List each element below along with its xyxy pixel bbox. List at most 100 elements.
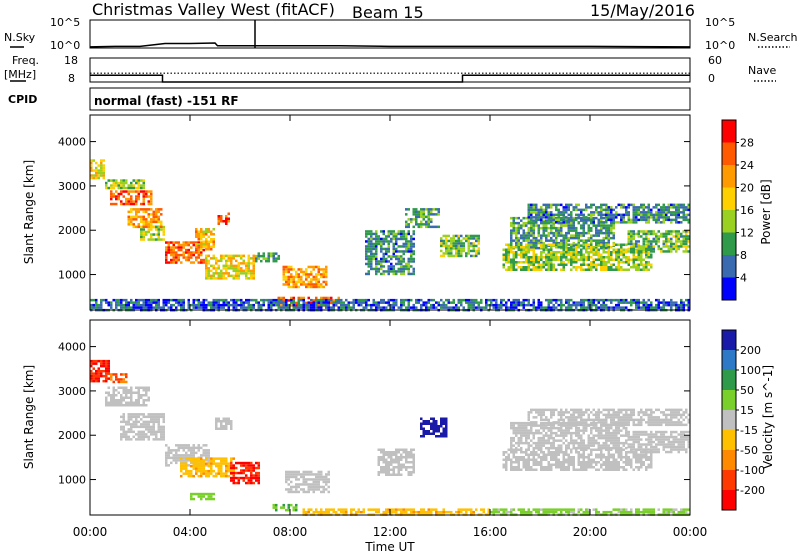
data-cell bbox=[153, 421, 156, 424]
data-cell bbox=[563, 219, 566, 222]
data-cell bbox=[118, 193, 121, 196]
data-cell bbox=[128, 431, 131, 434]
data-cell bbox=[638, 245, 641, 248]
data-cell bbox=[675, 248, 678, 251]
data-cell bbox=[305, 471, 308, 474]
data-cell bbox=[303, 281, 306, 284]
data-cell bbox=[410, 248, 413, 251]
data-cell bbox=[408, 306, 411, 309]
data-cell bbox=[328, 304, 331, 307]
data-cell bbox=[628, 204, 631, 207]
data-cell bbox=[313, 511, 316, 514]
data-cell bbox=[253, 306, 256, 309]
data-cell bbox=[310, 478, 313, 481]
data-cell bbox=[150, 433, 153, 436]
data-cell bbox=[125, 404, 128, 407]
data-cell bbox=[525, 261, 528, 264]
data-cell bbox=[198, 462, 201, 465]
data-cell bbox=[373, 243, 376, 246]
data-cell bbox=[268, 260, 271, 263]
data-cell bbox=[133, 306, 136, 309]
data-cell bbox=[288, 488, 291, 491]
data-cell bbox=[203, 243, 206, 246]
data-cell bbox=[675, 235, 678, 238]
data-cell bbox=[145, 226, 148, 229]
data-cell bbox=[135, 306, 138, 309]
data-cell bbox=[540, 254, 543, 257]
data-cell bbox=[390, 238, 393, 241]
data-cell bbox=[665, 235, 668, 238]
data-cell bbox=[193, 454, 196, 457]
data-cell bbox=[405, 456, 408, 459]
data-cell bbox=[290, 301, 293, 304]
data-cell bbox=[175, 306, 178, 309]
data-cell bbox=[460, 242, 463, 245]
data-cell bbox=[115, 399, 118, 402]
data-cell bbox=[545, 209, 548, 212]
data-cell bbox=[648, 243, 651, 246]
data-cell bbox=[338, 299, 341, 302]
data-cell bbox=[250, 467, 253, 470]
data-cell bbox=[445, 299, 448, 302]
data-cell bbox=[328, 299, 331, 302]
data-cell bbox=[520, 251, 523, 254]
data-cell bbox=[608, 209, 611, 212]
data-cell bbox=[400, 299, 403, 302]
data-cell bbox=[668, 301, 671, 304]
data-cell bbox=[635, 209, 638, 212]
data-cell bbox=[158, 211, 161, 214]
data-cell bbox=[313, 483, 316, 486]
data-cell bbox=[175, 459, 178, 462]
data-cell bbox=[415, 213, 418, 216]
data-cell bbox=[563, 264, 566, 267]
data-cell bbox=[573, 219, 576, 222]
data-cell bbox=[328, 301, 331, 304]
data-cell bbox=[685, 250, 688, 253]
data-cell bbox=[605, 264, 608, 267]
data-cell bbox=[285, 473, 288, 476]
data-cell bbox=[625, 209, 628, 212]
data-cell bbox=[283, 278, 286, 281]
data-cell bbox=[603, 232, 606, 235]
data-cell bbox=[608, 246, 611, 249]
data-cell bbox=[538, 261, 541, 264]
data-cell bbox=[325, 483, 328, 486]
power-colorbar-label: Power [dB] bbox=[759, 179, 773, 244]
data-cell bbox=[175, 256, 178, 259]
data-cell bbox=[198, 231, 201, 234]
data-cell bbox=[545, 269, 548, 272]
data-cell bbox=[163, 304, 166, 307]
data-cell bbox=[228, 218, 231, 221]
data-cell bbox=[640, 214, 643, 217]
data-cell bbox=[250, 477, 253, 480]
data-cell bbox=[625, 259, 628, 262]
data-cell bbox=[530, 261, 533, 264]
data-cell bbox=[368, 243, 371, 246]
data-cell bbox=[420, 435, 423, 438]
data-cell bbox=[123, 416, 126, 419]
data-cell bbox=[403, 250, 406, 253]
data-cell bbox=[375, 301, 378, 304]
data-cell bbox=[395, 508, 398, 511]
data-cell bbox=[578, 244, 581, 247]
data-cell bbox=[303, 483, 306, 486]
data-region bbox=[215, 418, 233, 431]
data-cell bbox=[305, 283, 308, 286]
data-cell bbox=[590, 239, 593, 242]
data-cell bbox=[568, 204, 571, 207]
data-cell bbox=[648, 216, 651, 219]
data-cell bbox=[378, 461, 381, 464]
data-cell bbox=[315, 306, 318, 309]
data-cell bbox=[135, 433, 138, 436]
data-cell bbox=[220, 472, 223, 475]
data-cell bbox=[305, 473, 308, 476]
data-cell bbox=[363, 511, 366, 514]
data-cell bbox=[613, 221, 616, 224]
data-cell bbox=[100, 162, 103, 165]
data-cell bbox=[208, 277, 211, 280]
data-cell bbox=[530, 221, 533, 224]
data-cell bbox=[143, 190, 146, 193]
data-cell bbox=[125, 306, 128, 309]
data-cell bbox=[523, 261, 526, 264]
data-cell bbox=[645, 508, 648, 511]
